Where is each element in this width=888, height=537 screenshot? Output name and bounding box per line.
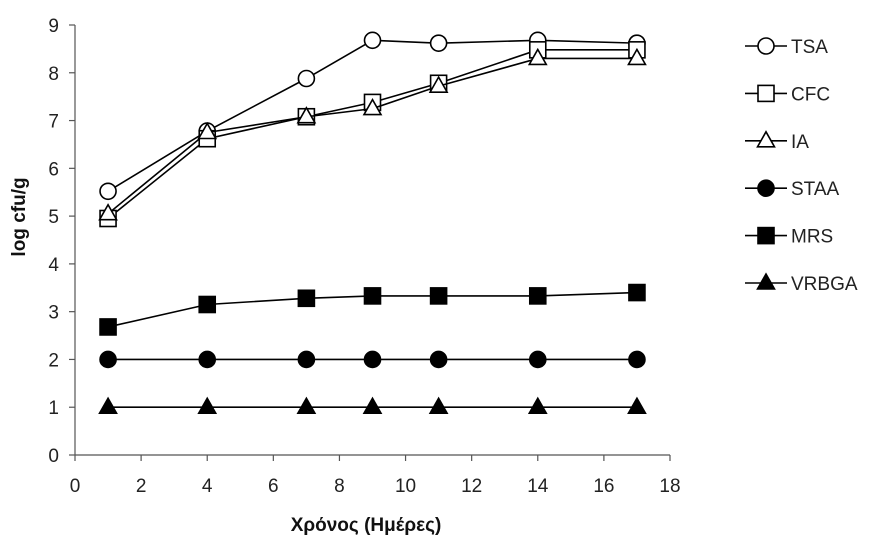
legend-entry-vrbga: VRBGA: [745, 272, 858, 295]
series-mrs: [99, 283, 646, 336]
legend-marker-cfc: [757, 84, 775, 103]
data-point-staa: [198, 350, 217, 369]
legend-entry-ia: IA: [745, 130, 809, 153]
data-point-staa: [99, 350, 117, 369]
data-point-ia: [296, 106, 317, 124]
data-point-staa: [429, 350, 448, 369]
data-point-tsa: [297, 69, 316, 88]
data-point-staa: [363, 350, 382, 369]
series-staa: [99, 350, 646, 369]
y-tick-label: 4: [48, 255, 59, 276]
data-point-vrbga: [362, 396, 383, 415]
legend-entry-staa: STAA: [745, 179, 840, 200]
data-point-mrs: [297, 289, 316, 308]
legend-label-ia: IA: [791, 132, 809, 153]
x-tick-label: 14: [527, 476, 549, 497]
x-tick-label: 12: [461, 476, 482, 497]
data-point-ia: [98, 203, 118, 221]
x-axis-title: Χρόνος (Ημέρες): [291, 515, 442, 536]
legend-label-cfc: CFC: [791, 84, 830, 105]
data-point-vrbga: [296, 396, 317, 415]
legend-label-vrbga: VRBGA: [791, 274, 858, 295]
plot-area: [98, 31, 647, 415]
legend-marker-vrbga: [756, 272, 776, 290]
legend-marker-staa: [757, 179, 775, 197]
series-cfc: [99, 41, 646, 228]
data-point-ia: [627, 47, 647, 66]
legend-marker-ia: [756, 130, 776, 148]
data-point-tsa: [363, 31, 382, 50]
series-line-tsa: [107, 39, 637, 192]
x-tick-label: 16: [593, 476, 614, 497]
x-tick-label: 18: [659, 476, 680, 497]
data-point-mrs: [363, 287, 382, 305]
series-vrbga: [98, 396, 647, 415]
x-tick-label: 4: [202, 476, 213, 497]
x-tick-label: 8: [334, 476, 345, 497]
data-point-mrs: [429, 287, 448, 305]
series-tsa: [99, 31, 646, 201]
y-tick-label: 6: [48, 159, 59, 180]
x-tick-label: 2: [136, 476, 147, 497]
data-point-mrs: [198, 295, 217, 314]
legend-label-staa: STAA: [791, 179, 840, 200]
y-tick-label: 2: [48, 350, 59, 371]
x-tick-label: 0: [70, 476, 81, 497]
data-point-vrbga: [98, 396, 118, 415]
data-point-staa: [628, 350, 646, 369]
data-point-vrbga: [627, 396, 647, 415]
data-point-tsa: [429, 34, 448, 52]
series-line-cfc: [107, 49, 637, 220]
data-point-staa: [528, 350, 547, 369]
y-tick-label: 3: [48, 303, 59, 324]
legend: TSA CFC IA STAA MRS VRBGA: [745, 37, 858, 295]
x-tick-label: 10: [395, 476, 416, 497]
legend-marker-tsa: [757, 37, 775, 55]
data-point-mrs: [528, 287, 547, 305]
data-point-mrs: [628, 283, 646, 302]
data-point-staa: [297, 350, 316, 369]
data-point-vrbga: [428, 396, 449, 415]
y-axis-title: log cfu/g: [9, 177, 30, 256]
legend-label-tsa: TSA: [791, 37, 828, 58]
y-tick-label: 5: [48, 207, 59, 228]
y-tick-label: 8: [48, 64, 59, 85]
y-tick-label: 0: [48, 446, 59, 467]
data-point-tsa: [99, 182, 117, 201]
data-point-ia: [362, 97, 383, 116]
legend-entry-cfc: CFC: [745, 84, 830, 105]
data-point-ia: [527, 47, 548, 66]
legend-label-mrs: MRS: [791, 227, 833, 248]
y-tick-label: 1: [48, 398, 59, 419]
y-tick-label: 7: [48, 112, 59, 133]
series-line-ia: [107, 57, 637, 215]
data-point-vrbga: [527, 396, 548, 415]
data-point-ia: [428, 75, 449, 93]
data-point-ia: [197, 121, 218, 140]
y-tick-label: 9: [48, 16, 59, 37]
axes: [69, 24, 671, 461]
data-point-vrbga: [197, 396, 218, 415]
legend-marker-mrs: [757, 226, 775, 245]
series-ia: [98, 47, 647, 221]
legend-entry-tsa: TSA: [745, 37, 828, 58]
x-tick-label: 6: [268, 476, 279, 497]
legend-entry-mrs: MRS: [745, 227, 833, 248]
data-point-mrs: [99, 318, 117, 336]
